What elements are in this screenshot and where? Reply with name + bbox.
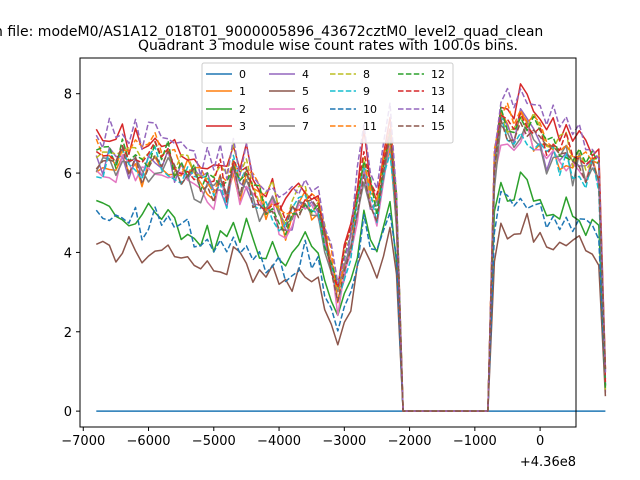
- series-line-10: [95, 190, 607, 412]
- series-line-5: [95, 212, 607, 412]
- legend-label: 11: [363, 120, 377, 133]
- legend-label: 8: [363, 68, 370, 81]
- y-tick-label: 6: [64, 167, 72, 182]
- series-line-2: [96, 171, 607, 412]
- legend-label: 15: [431, 120, 445, 133]
- y-axis-ticks: 0 2 4 6 8: [64, 88, 80, 420]
- x-tick-label: −1000: [453, 434, 497, 449]
- x-tick-label: −3000: [322, 434, 366, 449]
- legend-label: 14: [431, 103, 445, 116]
- legend-label: 3: [239, 120, 246, 133]
- legend-label: 1: [239, 85, 246, 98]
- legend-label: 2: [239, 103, 246, 116]
- legend-box: [201, 62, 454, 144]
- legend-label: 13: [431, 85, 445, 98]
- x-tick-label: −7000: [61, 434, 105, 449]
- x-tick-label: −2000: [388, 434, 432, 449]
- x-offset-label: +4.36e8: [520, 455, 576, 470]
- chart-title: Quadrant 3 module wise count rates with …: [138, 38, 518, 54]
- plot-lines: [95, 83, 607, 412]
- series-line-13: [95, 112, 607, 412]
- legend-label: 4: [302, 68, 309, 81]
- x-tick-label: −6000: [127, 434, 171, 449]
- y-tick-label: 8: [64, 88, 72, 103]
- suptitle: n file: modeM0/AS1A12_018T01_9000005896_…: [0, 24, 543, 40]
- x-tick-label: 0: [536, 434, 544, 449]
- legend-label: 9: [363, 85, 370, 98]
- x-axis-ticks: −7000 −6000 −5000 −4000 −3000 −2000 −1000 0: [61, 427, 544, 449]
- legend-label: 5: [302, 85, 309, 98]
- legend-label: 6: [302, 103, 309, 116]
- y-tick-label: 4: [64, 246, 72, 261]
- x-tick-label: −5000: [192, 434, 236, 449]
- legend-label: 10: [363, 103, 377, 116]
- legend-label: 7: [302, 120, 309, 133]
- series-line-9: [96, 114, 607, 412]
- y-tick-label: 0: [64, 405, 72, 420]
- axes-frame: [79, 57, 577, 428]
- legend-label: 12: [431, 68, 445, 81]
- legend-label: 0: [239, 68, 246, 81]
- y-tick-label: 2: [64, 326, 72, 341]
- x-tick-label: −4000: [257, 434, 301, 449]
- series-line-15: [95, 118, 607, 412]
- series-line-14: [95, 87, 607, 412]
